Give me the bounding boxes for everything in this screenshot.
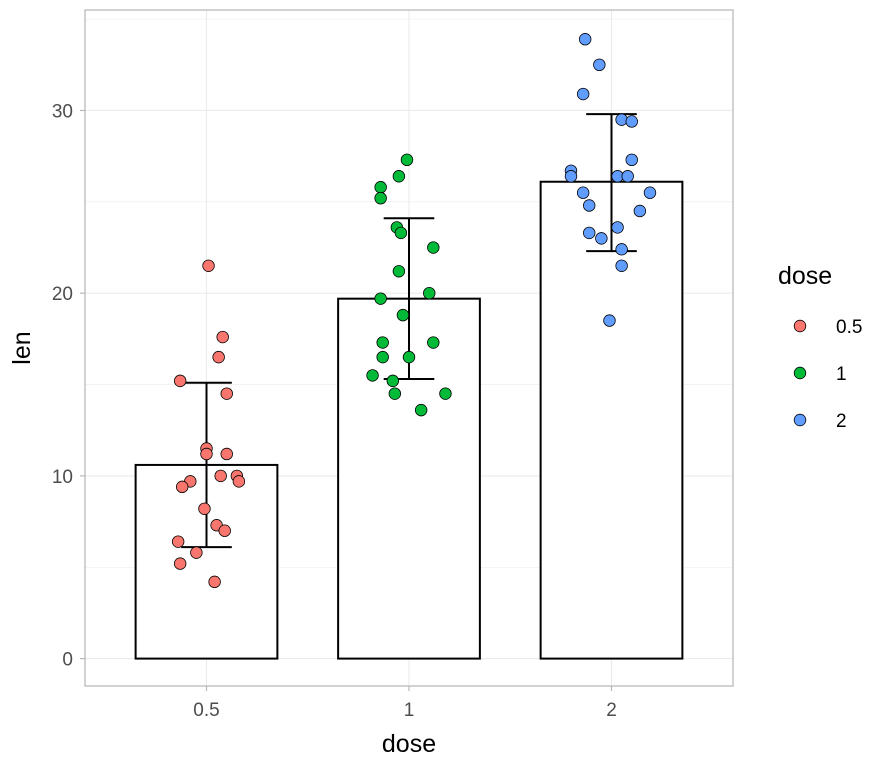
x-tick-label: 0.5 (193, 700, 219, 721)
point-dose-2 (583, 199, 596, 212)
point-dose-2 (611, 221, 624, 234)
legend-label: 2 (836, 411, 847, 432)
bar-2 (539, 180, 684, 660)
legend-items: 0.5 1 2 (793, 317, 862, 432)
point-dose-0.5 (212, 350, 225, 364)
point-dose-2 (576, 186, 590, 199)
point-dose-0.5 (198, 502, 211, 515)
legend-item-0.5: 0.5 (793, 317, 862, 338)
point-dose-0.5 (208, 575, 221, 589)
point-dose-2 (615, 113, 628, 126)
point-dose-0.5 (220, 387, 233, 400)
point-dose-1 (376, 350, 389, 364)
point-dose-1 (439, 387, 452, 400)
x-tick-label: 1 (404, 700, 415, 721)
error-bar-0.5 (181, 381, 232, 549)
point-dose-0.5 (218, 524, 231, 537)
point-dose-1 (396, 308, 410, 322)
legend-title: dose (778, 262, 832, 290)
point-dose-1 (394, 226, 408, 240)
point-dose-1 (392, 265, 406, 278)
point-dose-0.5 (202, 259, 215, 272)
point-dose-2 (595, 232, 608, 245)
point-dose-0.5 (214, 469, 227, 483)
point-dose-0.5 (216, 330, 229, 344)
point-dose-1 (374, 292, 387, 305)
legend-key (793, 366, 807, 380)
point-dose-2 (583, 226, 596, 240)
y-axis-ticks: 0 10 20 30 (52, 101, 85, 671)
point-dose-2 (576, 87, 590, 101)
x-axis-ticks: 0.5 1 2 (193, 686, 617, 721)
point-dose-1 (427, 241, 440, 254)
point-dose-1 (374, 191, 387, 205)
legend: dose 0.5 1 2 (778, 262, 862, 432)
y-tick-label: 20 (52, 284, 73, 305)
y-axis-title: len (8, 331, 36, 364)
point-dose-1 (366, 369, 379, 382)
point-dose-0.5 (232, 475, 246, 488)
y-tick-label: 0 (62, 650, 73, 671)
point-dose-0.5 (173, 557, 187, 570)
point-dose-0.5 (173, 374, 187, 388)
point-dose-1 (427, 336, 440, 349)
point-dose-0.5 (200, 447, 213, 461)
legend-item-2: 2 (793, 411, 847, 432)
legend-label: 0.5 (836, 317, 862, 338)
point-dose-2 (625, 115, 638, 128)
point-dose-2 (621, 170, 634, 183)
legend-label: 1 (836, 364, 847, 385)
y-tick-label: 10 (52, 467, 73, 488)
point-dose-1 (423, 286, 436, 300)
legend-key (793, 413, 807, 427)
point-dose-1 (388, 387, 402, 400)
point-dose-2 (593, 58, 606, 72)
x-tick-label: 2 (606, 700, 617, 721)
point-dose-1 (400, 153, 414, 167)
point-dose-1 (374, 181, 387, 194)
point-dose-2 (564, 170, 578, 183)
x-axis-title: dose (382, 730, 436, 758)
point-dose-2 (643, 186, 657, 199)
point-dose-2 (615, 243, 628, 256)
point-dose-2 (615, 259, 628, 272)
point-dose-0.5 (175, 480, 189, 494)
point-dose-2 (603, 314, 616, 327)
point-dose-2 (625, 153, 638, 167)
points (171, 33, 657, 589)
point-dose-1 (386, 374, 400, 388)
point-dose-1 (414, 403, 428, 417)
point-dose-0.5 (171, 535, 185, 548)
point-dose-2 (633, 204, 647, 218)
y-tick-label: 30 (52, 101, 73, 122)
point-dose-2 (578, 33, 592, 46)
point-dose-1 (392, 170, 406, 183)
point-dose-0.5 (220, 447, 233, 461)
legend-key (793, 319, 807, 333)
point-dose-1 (402, 350, 416, 364)
legend-item-1: 1 (793, 364, 847, 385)
point-dose-1 (376, 336, 389, 349)
point-dose-0.5 (190, 546, 203, 559)
